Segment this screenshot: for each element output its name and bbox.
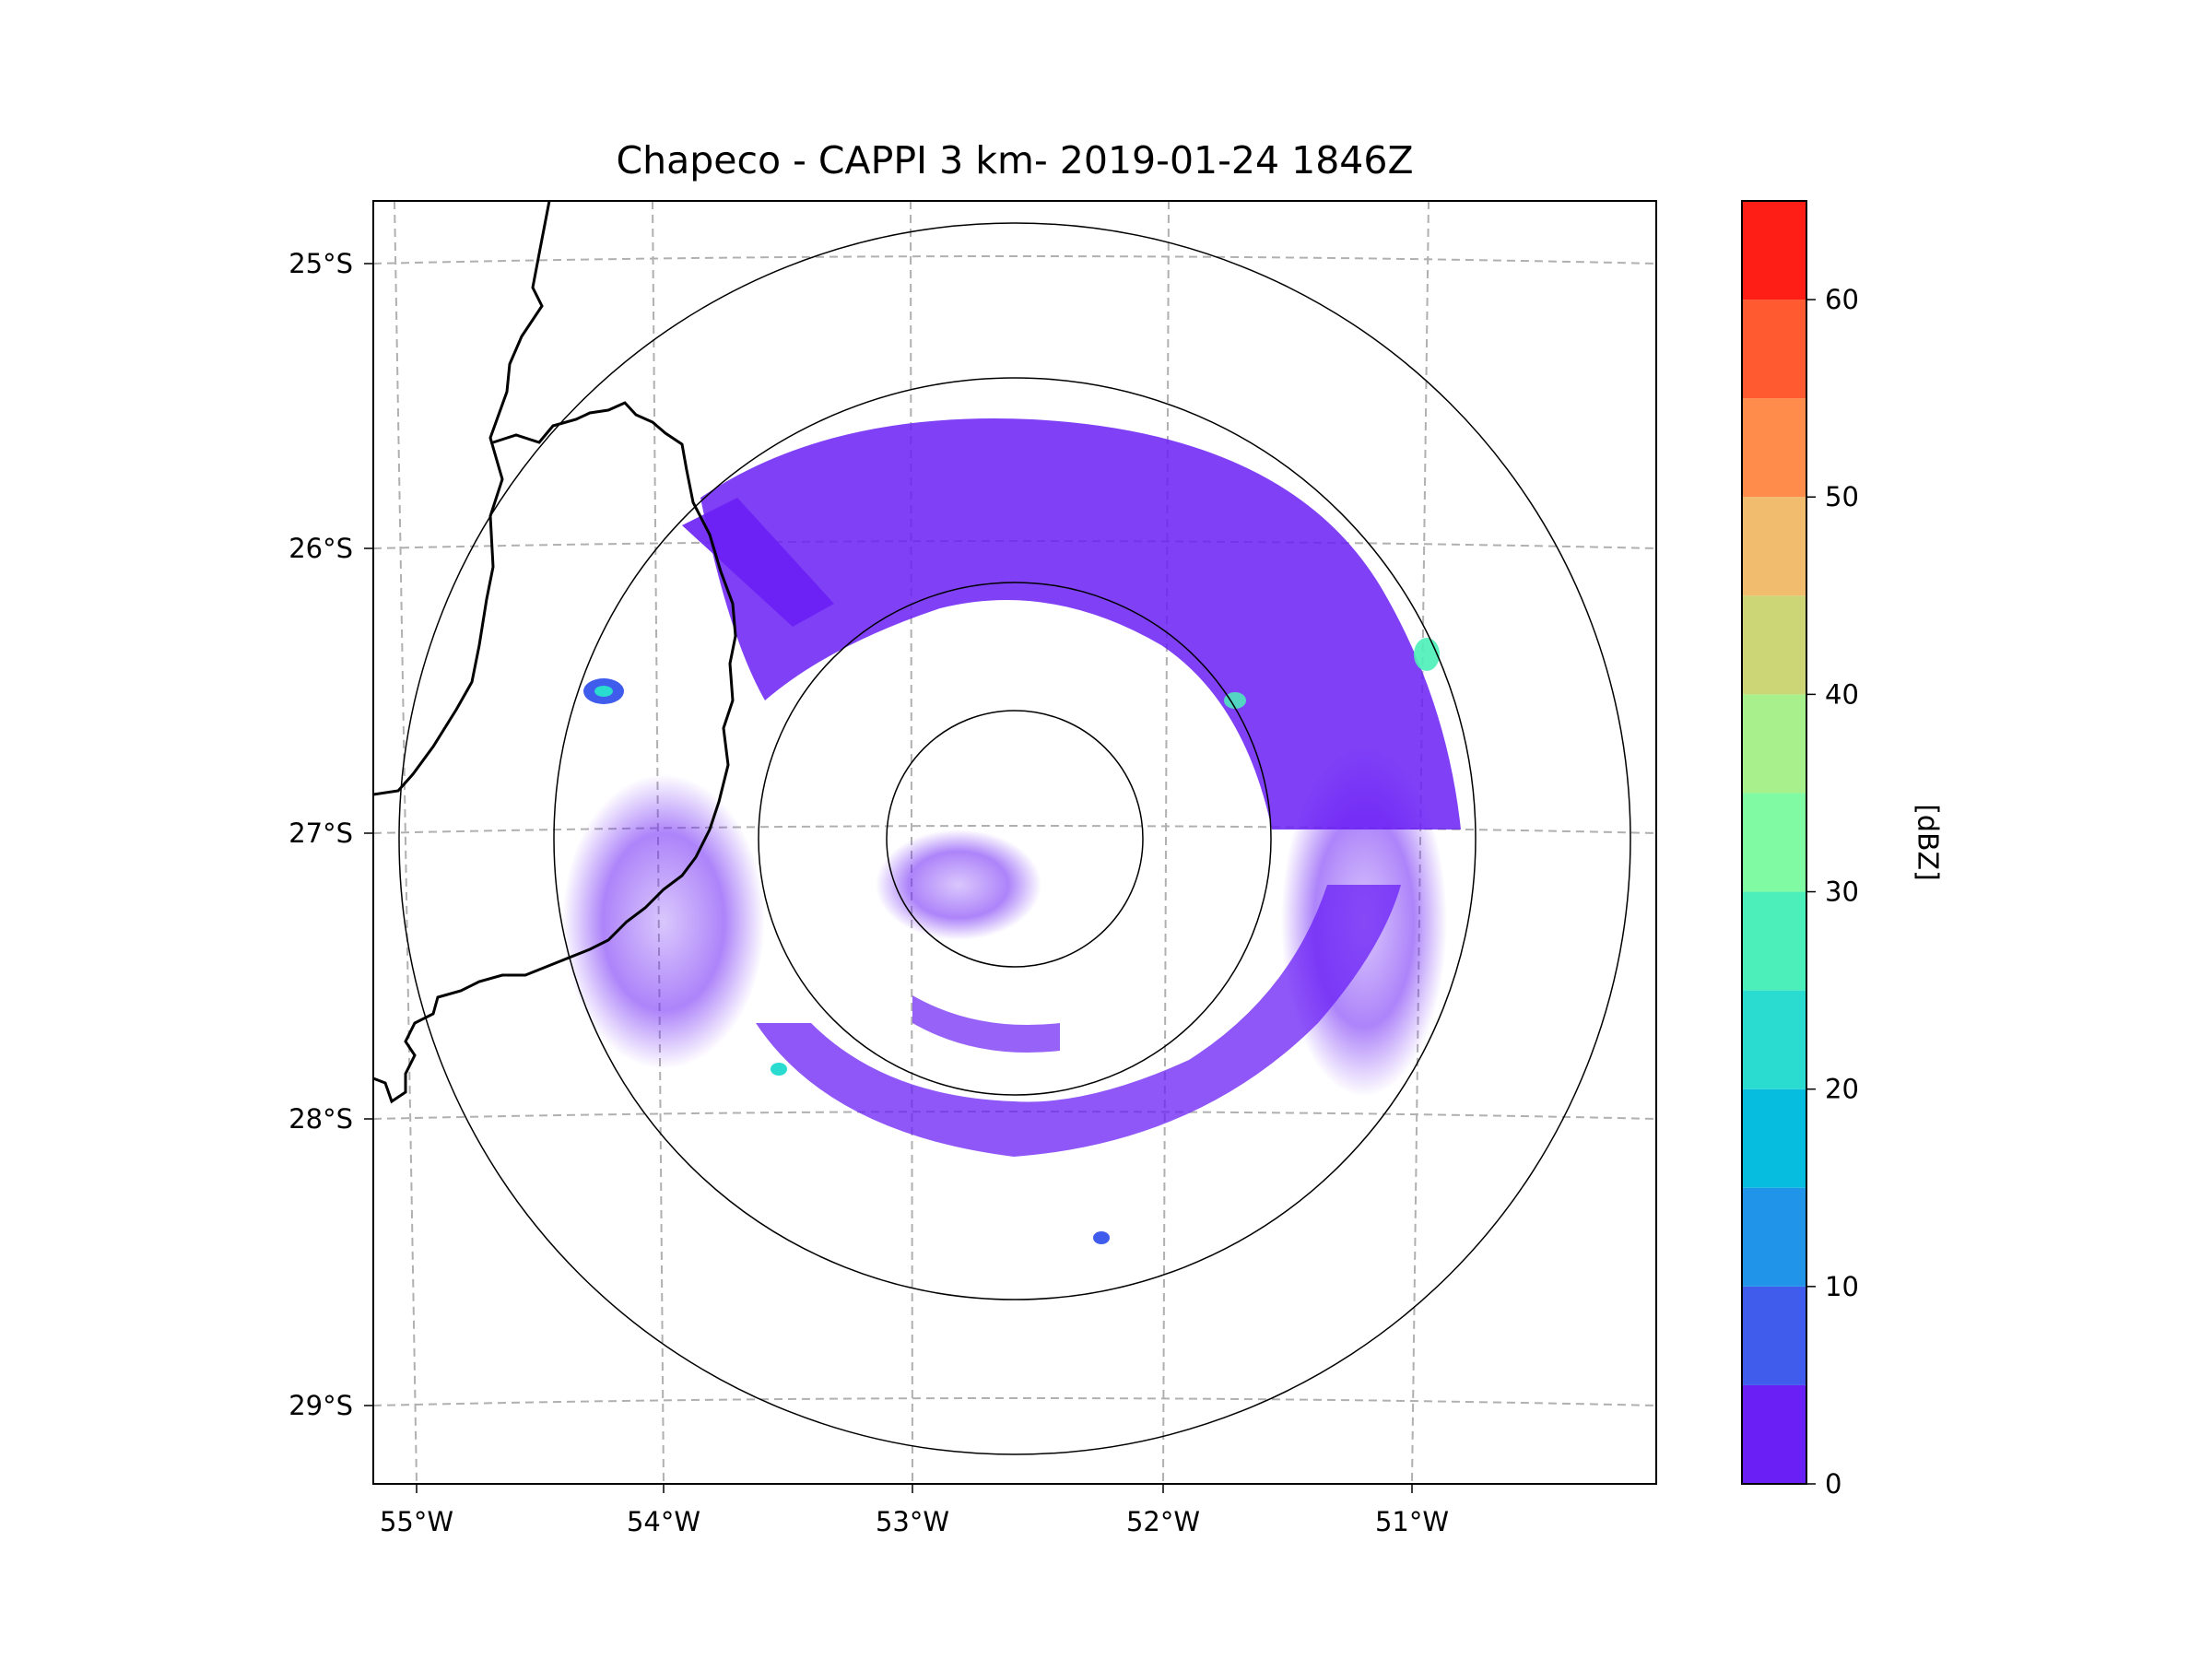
colorbar-bin [1742,1187,1806,1287]
reflectivity-echoes [562,418,1461,1244]
echo-southern-arc [756,885,1401,1157]
colorbar-bin [1742,891,1806,991]
colorbar-tick-label: 20 [1825,1074,1859,1105]
colorbar-bin [1742,595,1806,695]
echo-cell-east [1414,638,1440,671]
colorbar-bin [1742,1088,1806,1188]
borders [373,201,737,1104]
axis-tick-marks [364,263,1413,1493]
colorbar-bin [1742,300,1806,399]
border-paraguay-argentina-brazil [373,201,551,796]
x-tick-label: 51°W [1375,1506,1449,1537]
colorbar-bin [1742,1286,1806,1385]
y-axis-ticks: 25°S 26°S 27°S 28°S 29°S [288,248,353,1421]
echo-east-scatter [1281,747,1447,1097]
x-tick-label: 53°W [876,1506,949,1537]
parallel-29s [373,1397,1656,1406]
colorbar-bin [1742,793,1806,892]
range-ring-200km [553,377,1477,1300]
x-tick-label: 54°W [627,1506,700,1537]
echo-cell-west-core [594,686,613,697]
colorbar-tick-label: 40 [1825,678,1859,710]
echo-cell-southwest [1093,1231,1110,1244]
colorbar-bin [1742,990,1806,1089]
x-tick-label: 52°W [1126,1506,1200,1537]
y-tick-label: 29°S [288,1390,353,1421]
echo-northern-arc [700,418,1461,830]
colorbar-bin [1742,398,1806,498]
colorbar-bin [1742,497,1806,596]
x-axis-ticks: 55°W 54°W 53°W 52°W 51°W [380,1506,1449,1537]
border-misiones [373,401,737,1104]
meridian-55w [394,201,418,1484]
colorbar-bin [1742,1384,1806,1484]
colorbar-tick-label: 50 [1825,481,1859,512]
colorbar-ticks: 0 10 20 30 40 50 60 [1806,284,1859,1500]
range-ring-100km [758,582,1272,1096]
map-area [373,201,1656,1484]
echo-cell-northeast [1224,692,1246,709]
colorbar-tick-label: 30 [1825,877,1859,908]
colorbar-bins [1742,201,1806,1484]
y-tick-label: 26°S [288,533,353,564]
y-tick-label: 25°S [288,248,353,279]
y-tick-label: 28°S [288,1103,353,1135]
parallel-27s [373,825,1656,834]
range-ring-50km [886,710,1144,968]
range-rings [398,222,1631,1455]
echo-west-scatter [562,774,765,1069]
y-tick-label: 27°S [288,818,353,849]
colorbar: 0 10 20 30 40 50 60 [dBZ] [1741,200,1944,1500]
colorbar-tick-label: 60 [1825,284,1859,315]
parallel-25s [373,255,1656,265]
range-ring-300km [398,222,1631,1455]
echo-inner-south [912,995,1060,1053]
colorbar-tick-label: 0 [1825,1468,1841,1500]
echo-center-scatter [876,830,1041,940]
colorbar-frame [1741,200,1807,1485]
colorbar-label: [dBZ] [1912,804,1944,881]
echo-cell-south [771,1063,787,1076]
axes-frame [372,200,1657,1485]
meridian-52w [1162,201,1170,1484]
x-tick-label: 55°W [380,1506,453,1537]
echo-northwest-band [682,498,834,627]
colorbar-bin [1742,694,1806,794]
colorbar-bin [1742,201,1806,300]
chart-title: Chapeco - CAPPI 3 km- 2019-01-24 1846Z [616,138,1413,182]
colorbar-tick-label: 10 [1825,1271,1859,1302]
